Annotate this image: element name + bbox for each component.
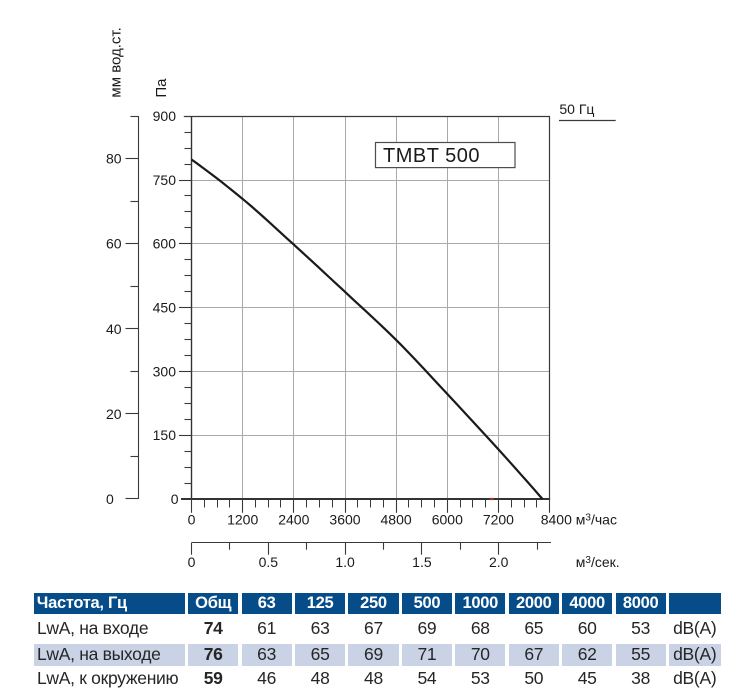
- svg-text:мм вод.ст.: мм вод.ст.: [108, 27, 125, 97]
- svg-text:2.0: 2.0: [489, 554, 509, 570]
- svg-text:1.5: 1.5: [412, 554, 432, 570]
- svg-text:2400: 2400: [278, 512, 309, 528]
- svg-text:40: 40: [106, 321, 122, 337]
- svg-text:м3/час: м3/час: [576, 512, 617, 528]
- svg-text:Па: Па: [153, 78, 170, 98]
- svg-text:600: 600: [153, 236, 177, 252]
- svg-text:6000: 6000: [432, 512, 463, 528]
- svg-text:м3/сек.: м3/сек.: [576, 554, 620, 570]
- svg-text:750: 750: [153, 172, 177, 188]
- svg-text:0: 0: [106, 491, 114, 507]
- svg-text:80: 80: [106, 151, 122, 167]
- svg-text:450: 450: [153, 300, 177, 316]
- svg-text:0: 0: [188, 554, 196, 570]
- svg-text:1.0: 1.0: [335, 554, 355, 570]
- svg-text:50 Гц: 50 Гц: [559, 101, 594, 117]
- svg-text:8400: 8400: [541, 512, 572, 528]
- svg-text:0.5: 0.5: [259, 554, 279, 570]
- svg-text:1200: 1200: [227, 512, 258, 528]
- svg-text:300: 300: [153, 363, 177, 379]
- svg-text:3600: 3600: [329, 512, 360, 528]
- svg-text:60: 60: [106, 236, 122, 252]
- svg-text:TMBT 500: TMBT 500: [383, 145, 480, 167]
- svg-text:0: 0: [188, 512, 196, 528]
- svg-text:4800: 4800: [381, 512, 412, 528]
- svg-text:900: 900: [153, 108, 177, 124]
- svg-text:20: 20: [106, 406, 122, 422]
- svg-text:150: 150: [153, 427, 177, 443]
- svg-text:0: 0: [171, 491, 179, 507]
- svg-text:7200: 7200: [483, 512, 514, 528]
